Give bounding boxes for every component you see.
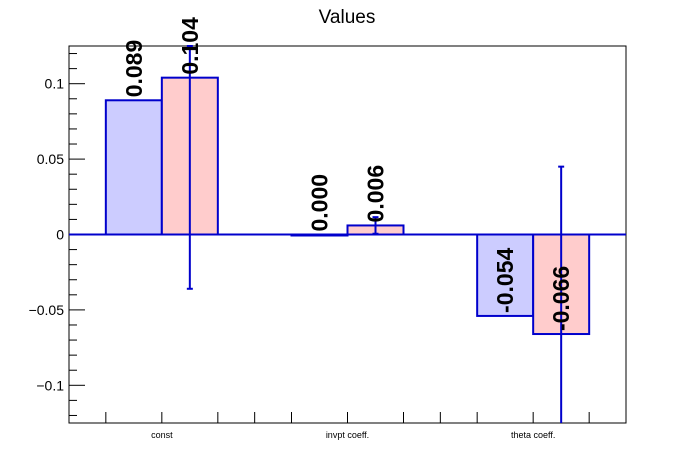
y-tick-label: −0.1 [36,377,64,393]
chart-title: Values [319,7,376,28]
x-category-label: const [151,430,173,440]
data-label: 0.089 [121,40,147,98]
x-category-label: invpt coeff. [326,430,369,440]
plot-area: −0.1 −0.05 0 0.05 0.1 0.089 0.000 -0.054 0.104 0.… [29,17,627,440]
y-tick-label: 0 [56,227,64,243]
data-label: 0.000 [307,174,333,232]
x-category-label: theta coeff. [511,430,555,440]
data-label: -0.066 [548,266,574,331]
data-label: 0.104 [177,17,203,75]
bar [476,233,535,317]
bar [104,99,163,236]
y-tick-label: 0.1 [45,76,65,92]
y-tick-label: −0.05 [29,302,65,318]
data-label: -0.054 [492,248,518,313]
y-tick-label: 0.05 [37,151,64,167]
data-label: 0.006 [363,165,389,223]
